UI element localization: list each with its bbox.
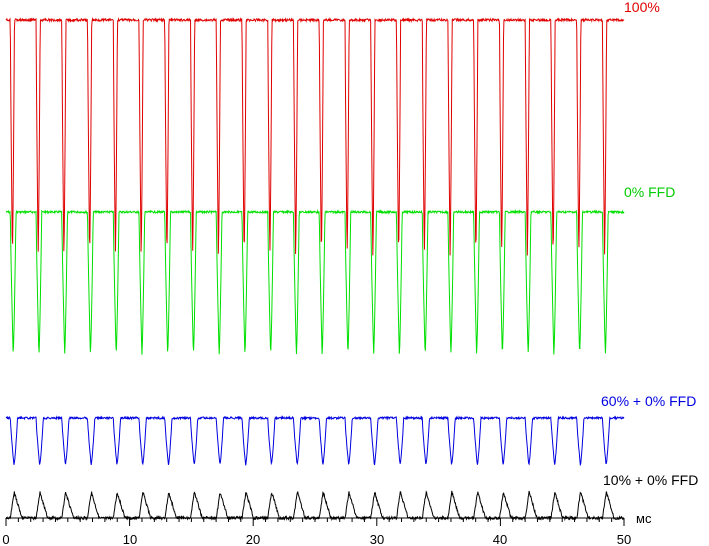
x-tick-label: 20 [246, 532, 260, 546]
series-label-60-ffd: 60% + 0% FFD [601, 393, 696, 409]
series-label-100: 100% [624, 0, 660, 15]
series-label-10-ffd: 10% + 0% FFD [603, 472, 698, 488]
series-line [5, 209, 625, 355]
x-tick-label: 50 [617, 532, 631, 546]
series-line [5, 415, 625, 467]
x-tick-label: 10 [123, 532, 137, 546]
x-tick-label: 40 [493, 532, 507, 546]
series-line [5, 490, 625, 522]
series-label-0-ffd: 0% FFD [624, 184, 675, 200]
series-line [5, 16, 625, 256]
x-axis-ticks [5, 518, 625, 526]
x-tick-label: 0 [2, 532, 9, 546]
x-axis-unit-label: мс [636, 511, 652, 526]
traces [5, 16, 625, 522]
x-tick-label: 30 [370, 532, 384, 546]
